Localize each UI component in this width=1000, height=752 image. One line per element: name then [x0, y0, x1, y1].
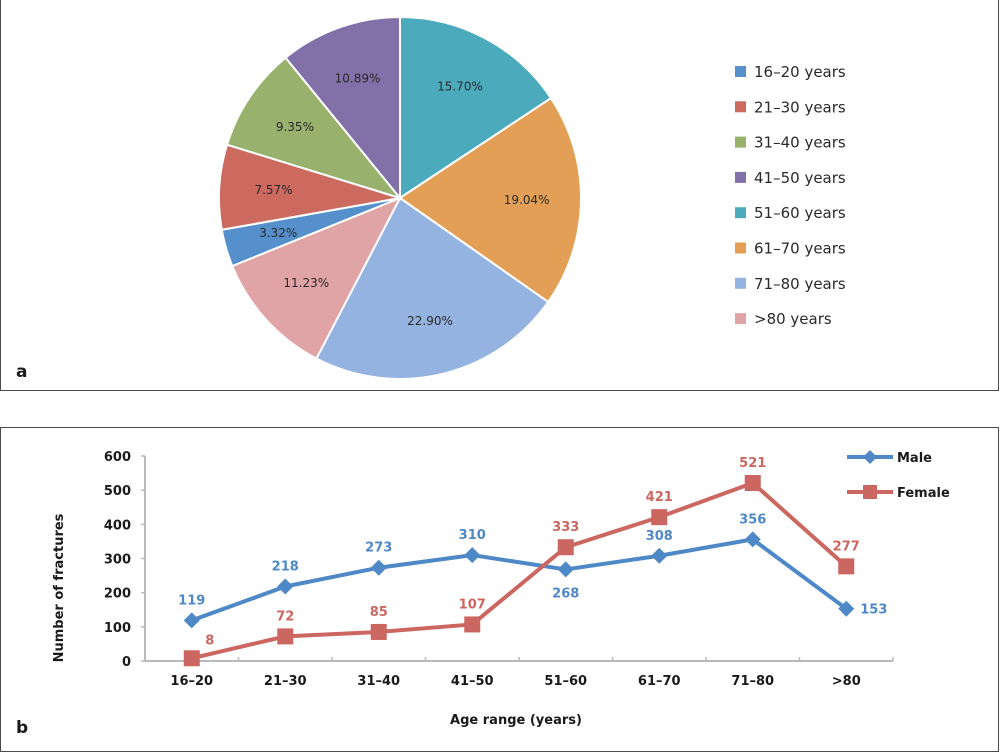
pie-value-label: 19.04% [504, 193, 550, 207]
pie-slice-51-60-years [399, 15, 553, 200]
pie-slice-71-80-years [315, 196, 550, 380]
marker-male [464, 547, 481, 564]
marker-female [838, 558, 855, 575]
legend-label: 51–60 years [754, 204, 846, 222]
data-label-female: 521 [739, 456, 766, 471]
legend-swatch [735, 171, 746, 183]
legend-swatch [735, 66, 746, 77]
pie-value-label: 3.32% [259, 226, 297, 240]
data-label-female: 107 [459, 597, 486, 612]
x-tick-label: >80 [832, 674, 861, 689]
x-tick-label: 16–20 [170, 674, 213, 689]
data-label-male: 310 [459, 528, 486, 543]
marker-male [557, 561, 574, 578]
legend-label: 41–50 years [754, 169, 846, 187]
marker-female [464, 616, 481, 633]
panel-a: 15.70% 19.04% 22.90% 11.23% 3.32% 7.57% 9.35% 1… [0, 0, 999, 391]
pie-chart: 15.70% 19.04% 22.90% 11.23% 3.32% 7.57% 9.35% 1… [218, 15, 846, 380]
legend-label: 21–30 years [754, 98, 846, 116]
pie-value-label: 9.35% [276, 120, 314, 134]
data-label-male: 119 [178, 593, 205, 608]
marker-male [183, 612, 200, 629]
x-tick-label: 61–70 [638, 674, 681, 689]
legend-label: 71–80 years [754, 275, 846, 293]
marker-female [651, 509, 668, 526]
legend-label: 61–70 years [754, 240, 846, 258]
legend-label-female: Female [897, 486, 950, 501]
legend-swatch [735, 242, 746, 254]
y-tick-label: 200 [104, 587, 131, 602]
legend-swatch [735, 207, 746, 219]
marker-male [370, 559, 387, 576]
marker-female [557, 539, 574, 556]
panel-label-b: b [16, 718, 29, 738]
marker-female [277, 628, 294, 645]
data-label-female: 333 [552, 520, 579, 535]
data-label-female: 421 [646, 490, 673, 505]
y-tick-label: 300 [104, 553, 131, 568]
legend-swatch [735, 313, 746, 325]
legend-swatch [735, 277, 746, 289]
pie-value-label: 22.90% [407, 314, 453, 328]
legend-label: 31–40 years [754, 134, 846, 152]
pie-slice-61-70-years [398, 96, 582, 304]
series-line-female [191, 480, 848, 661]
legend-swatch [735, 101, 746, 113]
marker-female [183, 650, 200, 667]
data-label-male: 153 [860, 603, 887, 618]
legend-label-male: Male [897, 451, 932, 466]
legend-swatch [735, 136, 746, 148]
x-axis-title: Age range (years) [450, 713, 582, 728]
panel-b: 0 100 200 300 400 500 600 16–20 21–30 31–40 41–50… [0, 427, 999, 752]
marker-male [838, 600, 855, 617]
x-tick-label: 51–60 [544, 674, 587, 689]
legend-label: >80 years [754, 310, 832, 328]
pie-slice-31-40-years [225, 56, 403, 200]
legend-marker-male [863, 450, 877, 464]
y-axis-title: Number of fractures [52, 513, 67, 662]
legend-marker-female [863, 485, 877, 499]
data-label-female: 72 [276, 609, 294, 624]
pie-value-label: 15.70% [437, 79, 483, 93]
legend-label: 16–20 years [754, 63, 846, 81]
x-tick-label: 21–30 [264, 674, 307, 689]
y-tick-label: 100 [104, 621, 131, 636]
pie-value-label: 11.23% [283, 276, 329, 290]
series-line-male [191, 537, 848, 623]
marker-female [370, 623, 387, 640]
marker-male [651, 547, 668, 564]
pie-value-label: 7.57% [254, 183, 292, 197]
data-label-female: 8 [205, 633, 214, 648]
x-tick-label: 31–40 [357, 674, 400, 689]
data-label-male: 356 [739, 512, 766, 527]
data-label-male: 218 [272, 560, 299, 575]
y-tick-label: 400 [104, 518, 131, 533]
pie-value-label: 10.89% [335, 72, 381, 86]
data-label-male: 308 [646, 529, 673, 544]
panel-label-a: a [16, 362, 28, 382]
marker-male [277, 578, 294, 595]
x-tick-label: 41–50 [451, 674, 494, 689]
data-label-male: 273 [365, 541, 392, 556]
marker-female [744, 474, 761, 491]
pie-slice-gt80-years [230, 196, 403, 360]
y-tick-label: 0 [122, 655, 131, 670]
pie-slice-41-50-years [284, 15, 401, 201]
data-label-female: 277 [833, 539, 860, 554]
data-label-male: 268 [552, 586, 579, 601]
data-label-female: 85 [370, 605, 388, 620]
marker-male [744, 531, 761, 548]
x-tick-label: 71–80 [731, 674, 774, 689]
y-tick-label: 500 [104, 484, 131, 499]
y-tick-label: 600 [104, 450, 131, 465]
line-chart: 0 100 200 300 400 500 600 16–20 21–30 31–40 41–50… [52, 450, 950, 728]
